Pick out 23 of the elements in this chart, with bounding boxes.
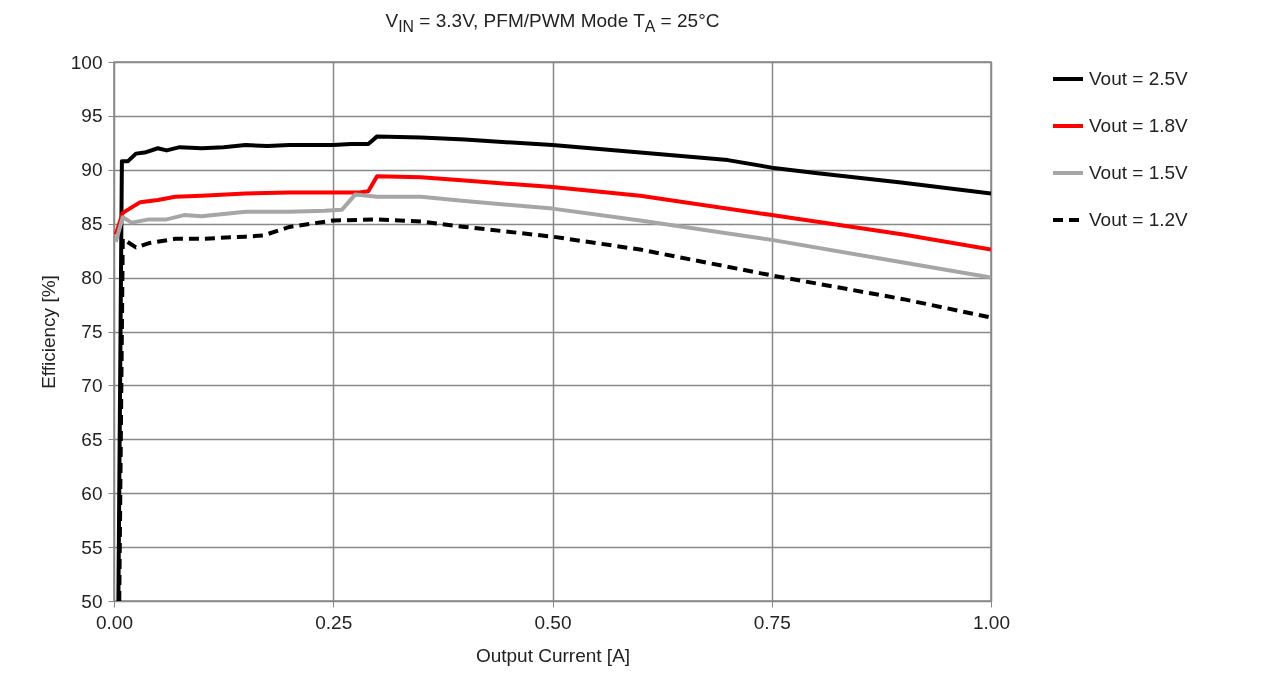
legend-label: Vout = 1.2V — [1089, 209, 1189, 230]
y-tick-label: 100 — [70, 51, 103, 73]
y-tick-label: 50 — [81, 590, 103, 612]
x-tick-label: 1.00 — [973, 611, 1010, 633]
y-tick-label: 55 — [81, 536, 103, 558]
x-tick-label: 0.00 — [96, 611, 133, 633]
y-tick-label: 90 — [81, 159, 103, 181]
x-tick-label: 0.50 — [534, 611, 572, 633]
y-tick-label: 80 — [81, 267, 103, 289]
x-axis-title: Output Current [A] — [475, 644, 631, 666]
legend-label: Vout = 1.5V — [1089, 162, 1189, 183]
x-tick-label: 0.75 — [753, 611, 791, 633]
y-axis-title: Efficiency [%] — [37, 275, 59, 389]
x-tick-label: 0.25 — [315, 611, 353, 633]
y-tick-label: 85 — [81, 213, 103, 235]
y-tick-label: 60 — [81, 482, 103, 504]
y-tick-label: 65 — [81, 428, 103, 450]
y-tick-label: 70 — [81, 374, 103, 396]
chart-title: V$_{IN}$ = 3.3V, PFM/PWM Mode T$_{A}$ = 25°C — [384, 10, 721, 36]
legend-label: Vout = 2.5V — [1089, 68, 1189, 89]
legend-label: Vout = 1.8V — [1089, 115, 1189, 136]
y-tick-label: 95 — [81, 105, 103, 127]
y-tick-label: 75 — [81, 321, 103, 342]
